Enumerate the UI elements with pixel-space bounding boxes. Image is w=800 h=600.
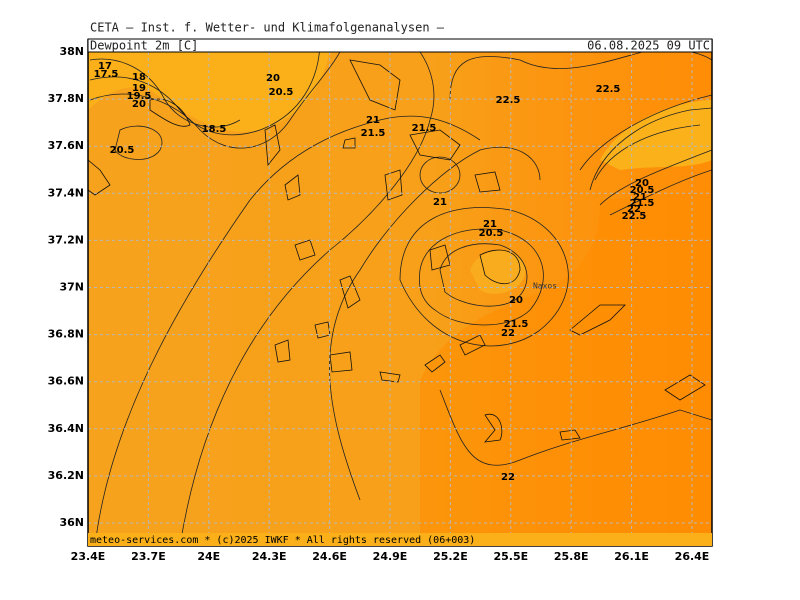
lon-label: 24.6E	[312, 550, 347, 563]
lat-label: 37.8N	[48, 92, 84, 105]
lon-label: 26.4E	[675, 550, 710, 563]
place-label: Naxos	[533, 282, 557, 291]
lat-label: 36.4N	[48, 422, 84, 435]
lon-label: 24E	[197, 550, 220, 563]
lat-label: 36N	[59, 516, 84, 529]
lon-label: 24.9E	[373, 550, 408, 563]
contour-label: 22	[501, 328, 515, 339]
contour-label: 20	[266, 73, 280, 84]
contour-label: 20.5	[630, 185, 655, 196]
title: Dewpoint 2m [C]	[90, 39, 198, 53]
lon-label: 23.7E	[131, 550, 166, 563]
lon-label: 25.8E	[554, 550, 589, 563]
contour-label: 19	[132, 83, 146, 94]
lat-label: 36.6N	[48, 375, 84, 388]
contour-label: 21.5	[412, 123, 437, 134]
lon-label: 23.4E	[71, 550, 106, 563]
contour-label: 18	[132, 72, 146, 83]
dry-zone	[600, 100, 712, 170]
contour-label: 19.5	[127, 91, 152, 102]
contour-label: 20	[635, 178, 649, 189]
contour-label: 22.5	[622, 211, 647, 222]
institute: CETA — Inst. f. Wetter- und Klimafolgena…	[90, 21, 445, 35]
contour-label: 20.5	[479, 228, 504, 239]
contour-label: 18.5	[202, 124, 227, 135]
contour-label: 21	[483, 219, 497, 230]
footer-bar	[88, 533, 712, 546]
contour-label: 17	[98, 61, 112, 72]
map-area	[88, 40, 712, 546]
contour-label: 21.5	[630, 198, 655, 209]
grid	[88, 40, 712, 546]
dry-zone	[470, 250, 526, 294]
lon-label: 25.2E	[433, 550, 468, 563]
contour-label: 21	[366, 115, 380, 126]
lat-label: 37.6N	[48, 139, 84, 152]
contour-label: 22	[627, 204, 641, 215]
lat-label: 37.4N	[48, 186, 84, 199]
contour-label: 21.5	[504, 319, 529, 330]
contour-label: 22.5	[496, 95, 521, 106]
lon-label: 26.1E	[614, 550, 649, 563]
lon-label: 25.5E	[493, 550, 528, 563]
contour-label: 21	[433, 197, 447, 208]
contour-label: 20.5	[110, 145, 135, 156]
title-bar	[87, 38, 713, 53]
lat-label: 36.2N	[48, 469, 84, 482]
contour-label: 20.5	[269, 87, 294, 98]
contour-label: 20	[132, 99, 146, 110]
islands	[88, 59, 706, 443]
lat-label: 37.2N	[48, 233, 84, 246]
contour-label: 22.5	[596, 84, 621, 95]
contour-label: 20	[509, 295, 523, 306]
contour-label: 17.5	[94, 69, 119, 80]
lat-label: 38N	[59, 45, 84, 58]
lon-label: 24.3E	[252, 550, 287, 563]
lat-label: 36.8N	[48, 328, 84, 341]
contour-label: 22	[501, 472, 515, 483]
contour-label: 21.5	[361, 128, 386, 139]
valid-time: 06.08.2025 09 UTC	[587, 39, 710, 53]
contours	[89, 40, 712, 546]
footer: meteo-services.com * (c)2025 IWKF * All …	[90, 535, 475, 546]
humid-zone	[420, 190, 712, 546]
contour-label: 21	[633, 192, 647, 203]
lat-label: 37N	[59, 281, 84, 294]
